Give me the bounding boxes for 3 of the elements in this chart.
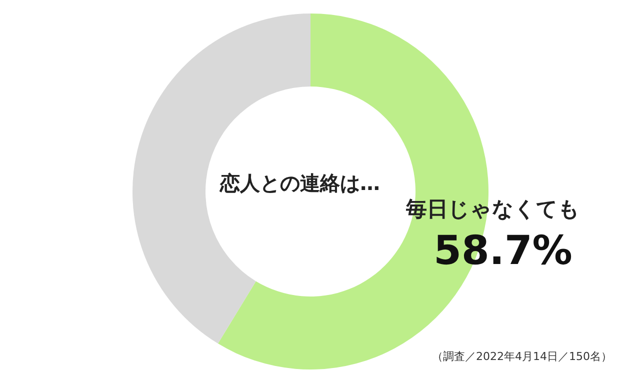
text: 恋人との連絡は… [219,171,380,195]
data-label: 58.7% [434,228,572,274]
text: （調査／2022年4月14日／150名） [432,350,612,363]
